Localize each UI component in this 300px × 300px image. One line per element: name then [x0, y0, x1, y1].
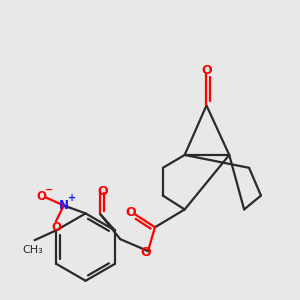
Text: −: − [45, 184, 53, 195]
Text: O: O [126, 206, 136, 219]
Text: O: O [36, 190, 46, 203]
Text: O: O [141, 245, 151, 259]
Text: CH₃: CH₃ [22, 245, 43, 255]
Text: N: N [59, 199, 69, 212]
Text: O: O [97, 185, 108, 198]
Text: O: O [51, 221, 61, 234]
Text: +: + [68, 193, 76, 202]
Text: O: O [201, 64, 212, 77]
